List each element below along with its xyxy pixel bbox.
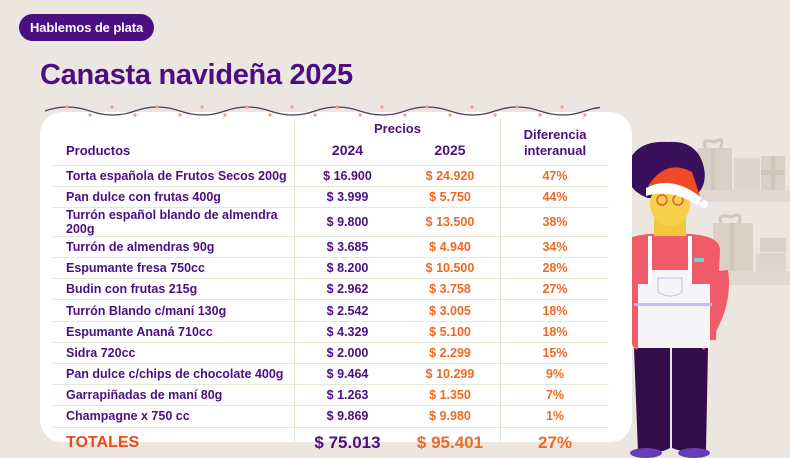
product-name: Pan dulce con frutas 400g <box>52 185 295 208</box>
diff-percent: 28% <box>500 257 609 279</box>
price-2024: $ 8.200 <box>294 257 400 279</box>
price-2024: $ 9.464 <box>294 362 400 385</box>
table-row: Garrapiñadas de maní 80g $ 1.263 $ 1.350 7% <box>52 384 609 406</box>
diff-percent: 38% <box>500 206 609 237</box>
product-name: Espumante Ananá 710cc <box>52 320 295 343</box>
total-2024: $ 75.013 <box>294 426 400 458</box>
table-row: Espumante fresa 750cc $ 8.200 $ 10.500 28% <box>52 257 609 279</box>
header-difference: Diferencia interanual <box>500 118 609 165</box>
product-name: Pan dulce c/chips de chocolate 400g <box>52 362 295 385</box>
header-diff-line2: interanual <box>523 143 587 159</box>
diff-percent: 1% <box>500 405 609 428</box>
price-2024: $ 1.263 <box>294 384 400 406</box>
table-row: Pan dulce c/chips de chocolate 400g $ 9.4… <box>52 362 609 385</box>
diff-percent: 7% <box>500 384 609 406</box>
price-2025: $ 2.299 <box>400 341 501 364</box>
price-2025: $ 24.920 <box>400 164 501 187</box>
table-row: Turrón de almendras 90g $ 3.685 $ 4.940 34% <box>52 235 609 258</box>
price-2025: $ 9.980 <box>400 405 501 428</box>
price-2024: $ 2.542 <box>294 299 400 322</box>
product-name: Budin con frutas 215g <box>52 278 295 300</box>
diff-percent: 47% <box>500 164 609 187</box>
table-row: Sidra 720cc $ 2.000 $ 2.299 15% <box>52 341 609 364</box>
price-2024: $ 2.000 <box>294 341 400 364</box>
diff-percent: 9% <box>500 362 609 385</box>
product-name: Torta española de Frutos Secos 200g <box>52 164 295 187</box>
header-2024: 2024 <box>294 136 400 165</box>
page-title: Canasta navideña 2025 <box>40 59 353 91</box>
price-2025: $ 3.005 <box>400 299 501 322</box>
section-badge: Hablemos de plata <box>19 14 155 41</box>
price-2025: $ 3.758 <box>400 278 501 300</box>
table-row: Turrón español blando de almendra 200g $ … <box>52 206 609 237</box>
price-2024: $ 3.999 <box>294 185 400 208</box>
diff-percent: 34% <box>500 235 609 258</box>
price-table: Precios Diferencia interanual Productos … <box>52 118 609 458</box>
product-name: Turrón de almendras 90g <box>52 235 295 258</box>
product-name: Turrón español blando de almendra 200g <box>52 206 295 237</box>
price-2024: $ 3.685 <box>294 235 400 258</box>
table-row: Budin con frutas 215g $ 2.962 $ 3.758 27% <box>52 278 609 300</box>
product-name: Turrón Blando c/maní 130g <box>52 299 295 322</box>
price-2025: $ 1.350 <box>400 384 501 406</box>
table-row: Turrón Blando c/maní 130g $ 2.542 $ 3.005 1… <box>52 299 609 322</box>
diff-percent: 27% <box>500 278 609 300</box>
product-name: Sidra 720cc <box>52 341 295 364</box>
diff-percent: 18% <box>500 299 609 322</box>
table-row: Torta española de Frutos Secos 200g $ 16.… <box>52 164 609 187</box>
diff-percent: 15% <box>500 341 609 364</box>
diff-percent: 44% <box>500 185 609 208</box>
header-2025: 2025 <box>434 142 466 159</box>
price-2025: $ 10.500 <box>400 257 501 279</box>
totals-label: TOTALES <box>52 426 295 458</box>
price-2025: $ 13.500 <box>400 206 501 237</box>
price-2025: $ 10.299 <box>400 362 501 385</box>
price-2024: $ 4.329 <box>294 320 400 343</box>
shopkeeper-illustration <box>611 138 790 458</box>
table-row: Pan dulce con frutas 400g $ 3.999 $ 5.750 4… <box>52 185 609 208</box>
price-2024: $ 2.962 <box>294 278 400 300</box>
string-lights-icon <box>45 105 600 117</box>
price-2025: $ 5.750 <box>400 185 501 208</box>
product-name: Garrapiñadas de maní 80g <box>52 384 295 406</box>
header-prices: Precios <box>294 118 501 136</box>
total-2025: $ 95.401 <box>400 426 501 458</box>
price-2024: $ 16.900 <box>294 164 400 187</box>
price-2025: $ 4.940 <box>400 235 501 258</box>
total-diff: 27% <box>500 426 609 458</box>
price-2024: $ 9.800 <box>294 206 400 237</box>
price-2025: $ 5.100 <box>400 320 501 343</box>
header-products: Productos <box>66 142 131 158</box>
price-2024: $ 9.869 <box>294 405 400 428</box>
diff-percent: 18% <box>500 320 609 343</box>
product-name: Espumante fresa 750cc <box>52 257 295 279</box>
gift-shelves-icon <box>662 138 790 285</box>
table-row: Espumante Ananá 710cc $ 4.329 $ 5.100 18% <box>52 320 609 343</box>
table-row: Champagne x 750 cc $ 9.869 $ 9.980 1% <box>52 405 609 428</box>
product-name: Champagne x 750 cc <box>52 405 295 428</box>
header-diff-line1: Diferencia <box>523 127 587 143</box>
totals-row: TOTALES $ 75.013 $ 95.401 27% <box>52 426 609 458</box>
